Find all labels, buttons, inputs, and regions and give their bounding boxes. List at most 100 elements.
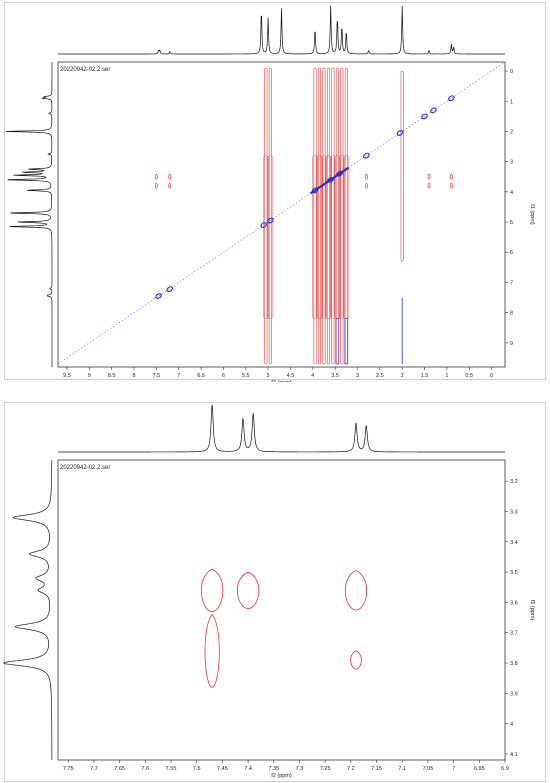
y-tick-label: 3.9: [510, 691, 518, 697]
x-tick-label: 7: [452, 766, 455, 772]
x-tick-label: 9: [88, 373, 91, 379]
y-tick-label: 8: [510, 311, 513, 317]
negative-cross-peak: [155, 174, 158, 180]
positive-cross-peak: [396, 130, 404, 136]
y-axis-label: f1 (ppm): [529, 204, 535, 225]
x-tick-label: 7.4: [244, 766, 252, 772]
negative-streak: [322, 67, 326, 365]
negative-cross-peak: [365, 174, 368, 180]
x-tick-label: 7.25: [320, 766, 331, 772]
y-tick-label: 3.3: [510, 510, 518, 516]
negative-streak: [335, 67, 339, 365]
x-tick-label: 4: [311, 373, 314, 379]
x-axis-label: f2 (ppm): [271, 773, 292, 779]
x-tick-label: 0.5: [465, 373, 473, 379]
y-tick-label: 5: [510, 220, 513, 226]
negative-streak: [325, 155, 332, 319]
x-tick-label: 7.15: [371, 766, 382, 772]
x-tick-label: 1: [445, 373, 448, 379]
negative-streak: [316, 155, 323, 319]
y-tick-label: 3.6: [510, 600, 518, 606]
y-tick-label: 7: [510, 280, 513, 286]
x-tick-label: 2.5: [376, 373, 384, 379]
f1-projection-trace: [2, 460, 53, 760]
positive-cross-peak: [267, 217, 274, 224]
x-tick-label: 7.75: [63, 766, 74, 772]
x-tick-label: 6.5: [197, 373, 205, 379]
x-tick-label: 6.95: [474, 766, 485, 772]
negative-cross-peak: [350, 650, 362, 670]
x-tick-label: 7.3: [296, 766, 304, 772]
spectrum-title: 20220942-02.2.ser: [60, 465, 110, 471]
negative-cross-peak: [427, 174, 431, 180]
negative-cross-peak: [450, 183, 453, 189]
y-tick-label: 1: [510, 99, 513, 105]
f1-projection-trace: [5, 61, 53, 367]
negative-streak: [318, 67, 321, 365]
x-tick-label: 8: [132, 373, 135, 379]
x-tick-label: 7.65: [114, 766, 125, 772]
positive-cross-peak: [421, 113, 428, 120]
positive-cross-peak: [363, 152, 370, 159]
negative-cross-peak: [168, 174, 172, 180]
negative-streak: [340, 67, 344, 365]
plot-area: [57, 61, 506, 368]
y-tick-label: 4: [510, 190, 513, 196]
x-tick-label: 3.5: [331, 373, 339, 379]
negative-streak: [339, 155, 345, 319]
positive-cross-peak: [448, 95, 455, 102]
negative-streak: [321, 155, 327, 319]
negative-cross-peak: [365, 183, 368, 189]
x-tick-label: 9.5: [63, 373, 71, 379]
negative-streak: [400, 70, 404, 262]
x-tick-label: 5.5: [242, 373, 250, 379]
x-tick-label: 7.2: [347, 766, 355, 772]
negative-streak: [331, 67, 335, 365]
x-tick-label: 7.05: [423, 766, 434, 772]
y-tick-label: 2: [510, 129, 513, 135]
negative-cross-peak: [168, 183, 172, 189]
x-tick-label: 2: [401, 373, 404, 379]
y-tick-label: 9: [510, 341, 513, 347]
x-tick-label: 1.5: [421, 373, 429, 379]
y-tick-label: 3.2: [510, 479, 518, 485]
positive-streak: [335, 318, 340, 365]
x-tick-label: 7.55: [166, 766, 177, 772]
y-tick-label: 3.7: [510, 631, 518, 637]
y-tick-label: 4.1: [510, 752, 518, 758]
y-axis-label: f1 (ppm): [529, 600, 535, 621]
noesy-zoom-panel: 20220942-02.2.ser 7.75 7.7 7.65 7.6 7.55 7.5 7.…: [0, 400, 550, 783]
x-tick-label: 7.6: [142, 766, 150, 772]
positive-diagonal-band: [309, 166, 350, 195]
x-tick-label: 5: [267, 373, 270, 379]
x-tick-label: 7: [177, 373, 180, 379]
x-tick-label: 7.45: [217, 766, 228, 772]
negative-streak: [326, 67, 330, 365]
negative-streak: [313, 67, 317, 365]
noesy-full-panel: 20220942-02.2.ser 9.5 9 8.5 8 7.5 7 6.5 6 5.5 5 4.5…: [0, 0, 550, 382]
x-tick-label: 7.5: [193, 766, 201, 772]
y-tick-label: 3.5: [510, 570, 518, 576]
y-tick-label: 3.8: [510, 661, 518, 667]
f2-projection-trace: [58, 404, 505, 453]
y-tick-label: 4: [510, 722, 513, 728]
plot-area: [57, 459, 506, 761]
f2-projection-trace: [58, 5, 505, 55]
x-tick-label: 8.5: [108, 373, 116, 379]
negative-cross-peak: [450, 174, 453, 180]
noesy-zoom-spectrum: 20220942-02.2.ser 7.75 7.7 7.65 7.6 7.55 7.5 7.…: [2, 404, 535, 779]
noesy-full-spectrum: 20220942-02.2.ser 9.5 9 8.5 8 7.5 7 6.5 6 5.5 5 4.5…: [5, 5, 535, 382]
negative-cross-peak: [345, 570, 367, 611]
positive-cross-peak: [430, 107, 437, 114]
x-tick-label: 4.5: [287, 373, 295, 379]
negative-streak: [344, 67, 348, 365]
positive-cross-peak: [260, 222, 267, 228]
positive-cross-peak: [155, 293, 162, 299]
negative-cross-peak: [155, 183, 158, 189]
x-tick-label: 7.7: [90, 766, 98, 772]
y-tick-label: 3: [510, 160, 513, 166]
negative-cross-peak: [201, 568, 224, 612]
negative-cross-peak: [237, 571, 260, 609]
negative-streak: [263, 155, 269, 319]
diagonal-line: [57, 61, 506, 365]
